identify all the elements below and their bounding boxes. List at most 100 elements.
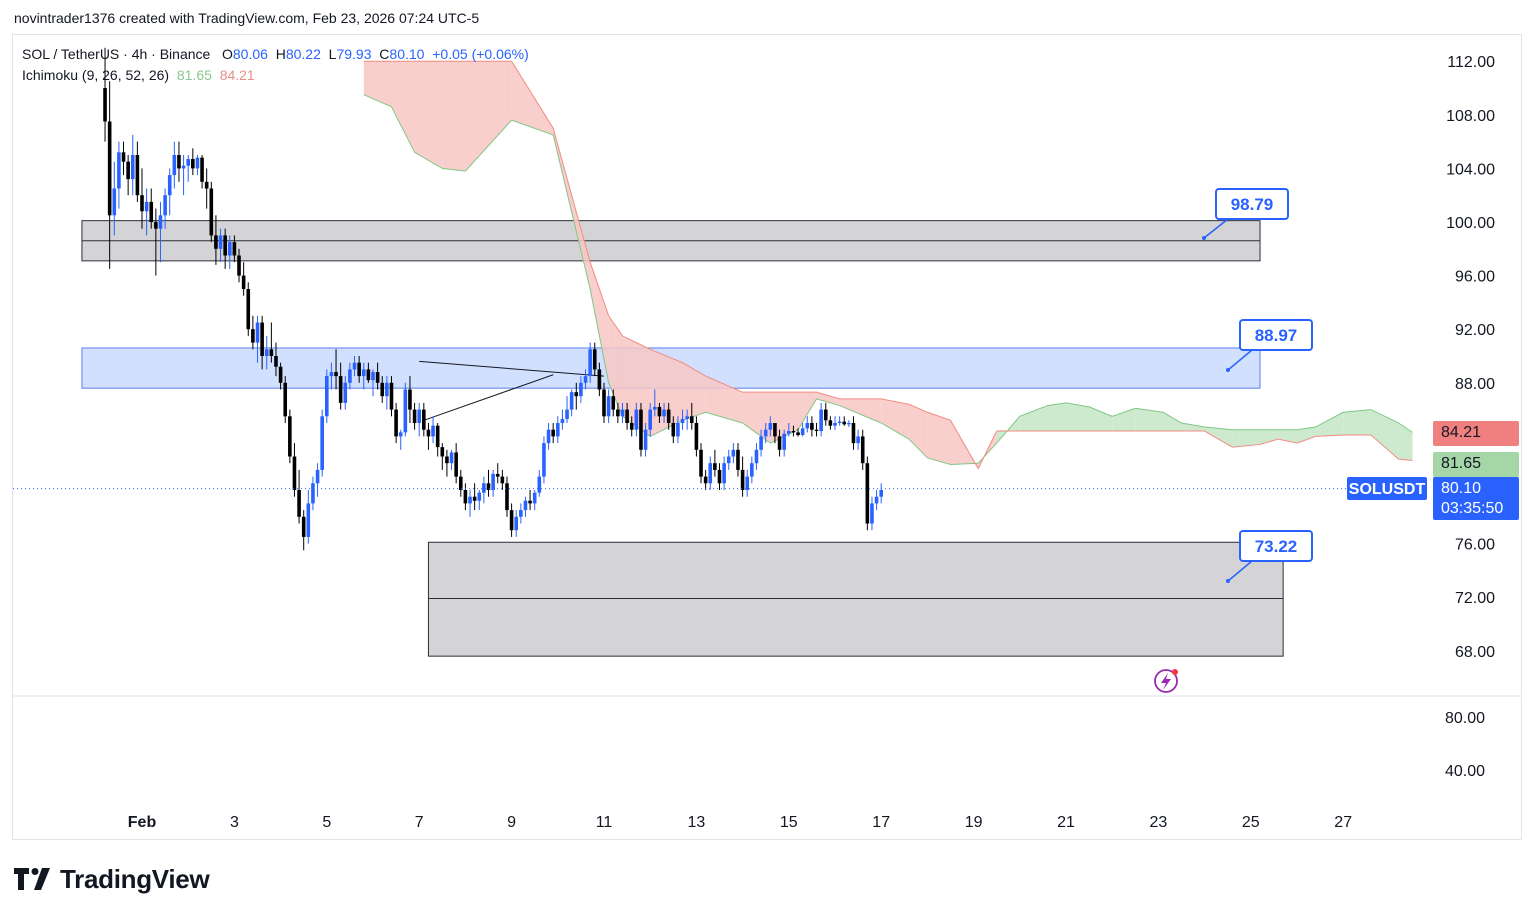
candle-body [398,432,403,437]
candle-body [348,369,352,383]
chart-frame [12,34,1522,840]
candle [773,423,777,444]
candle-body [385,382,389,397]
tradingview-logo[interactable]: TradingView [14,864,210,894]
candle-body [264,349,269,356]
candle [227,235,232,269]
candle [306,490,311,544]
candle-body [283,382,288,417]
legend-indicator-row[interactable]: Ichimoku (9, 26, 52, 26) 81.65 84.21 [22,65,529,86]
candle-body [292,456,297,490]
candle [385,376,389,410]
candle-body [495,473,500,477]
candle [463,483,468,511]
span-b-badge-text: 84.21 [1441,424,1481,441]
candle-body [782,433,786,450]
callout-value: 73.22 [1255,537,1298,556]
cloud-segment [1232,429,1261,448]
candle-body [403,389,408,433]
legend-ohlc-row[interactable]: SOL / TetherUS · 4h · Binance O80.06 H80… [22,44,529,65]
cloud-segment [1019,405,1048,432]
legend-indicator-name[interactable]: Ichimoku (9, 26, 52, 26) [22,67,170,83]
candle [569,389,574,417]
candle [777,429,782,457]
candle-body [500,476,505,484]
time-axis-label: 15 [780,814,798,831]
lightning-icon[interactable] [1154,669,1178,693]
candle-body [514,516,519,531]
chart-legend: SOL / TetherUS · 4h · Binance O80.06 H80… [22,44,529,86]
candle [685,409,689,430]
candle [856,429,860,450]
candle [255,315,260,363]
callout-value: 98.79 [1231,195,1274,214]
candle [519,503,523,524]
candle-body [195,157,200,169]
candle-body [218,235,223,249]
candle [823,402,828,426]
candle-body [708,463,713,484]
candle-body [288,416,292,457]
candle-body [736,449,740,470]
candle [482,476,486,504]
span-b-badge [1433,421,1519,446]
candle [278,362,283,390]
candle-body [486,483,491,490]
candle-body [158,215,163,229]
candle-body [750,463,754,477]
candle-body [255,322,260,343]
candle [117,141,121,209]
candle-body [860,436,865,464]
candle [870,496,874,531]
candle [583,369,588,390]
candle-body [625,409,629,423]
price-pane [13,47,1427,657]
candle-body [343,382,348,403]
candle-body [657,406,662,417]
candle-body [685,416,689,419]
candle-body [458,476,463,490]
candle-body [597,369,602,390]
callout-anchor [1202,236,1206,240]
candle [394,402,398,444]
candle-body [449,452,454,464]
candle [565,396,569,423]
candle [768,416,773,437]
candle-body [874,496,879,504]
candle-body [389,382,394,410]
legend-symbol[interactable]: SOL / TetherUS · 4h · Binance [22,46,211,62]
candle [269,322,274,363]
candle [163,188,167,229]
candle-body [800,428,805,436]
cloud-segment [1315,412,1344,437]
candle [140,168,144,229]
candle-body [468,496,472,504]
legend-open-label: O [222,46,233,62]
candle [842,416,847,426]
candle-body [847,423,851,425]
candle [361,362,366,390]
candle [338,362,343,410]
candle [403,382,408,437]
candle-body [320,416,324,470]
candle-body [144,201,149,212]
legend-high-value: 80.22 [285,46,321,62]
candle-body [828,420,833,426]
candle [574,382,579,410]
candle-body [796,432,800,436]
candle [297,469,301,524]
candle-body [616,409,620,417]
candle [551,423,555,444]
time-axis-label: 13 [688,814,706,831]
candle-body [422,409,426,430]
candle-body [523,500,528,511]
candle [616,402,620,423]
last-price-badge-text: 80.10 [1441,480,1481,497]
candle-body [260,322,264,356]
candle [112,161,117,236]
candle [514,510,519,537]
candle-body [588,349,592,377]
cloud-segment [590,262,609,383]
candle [167,168,172,216]
